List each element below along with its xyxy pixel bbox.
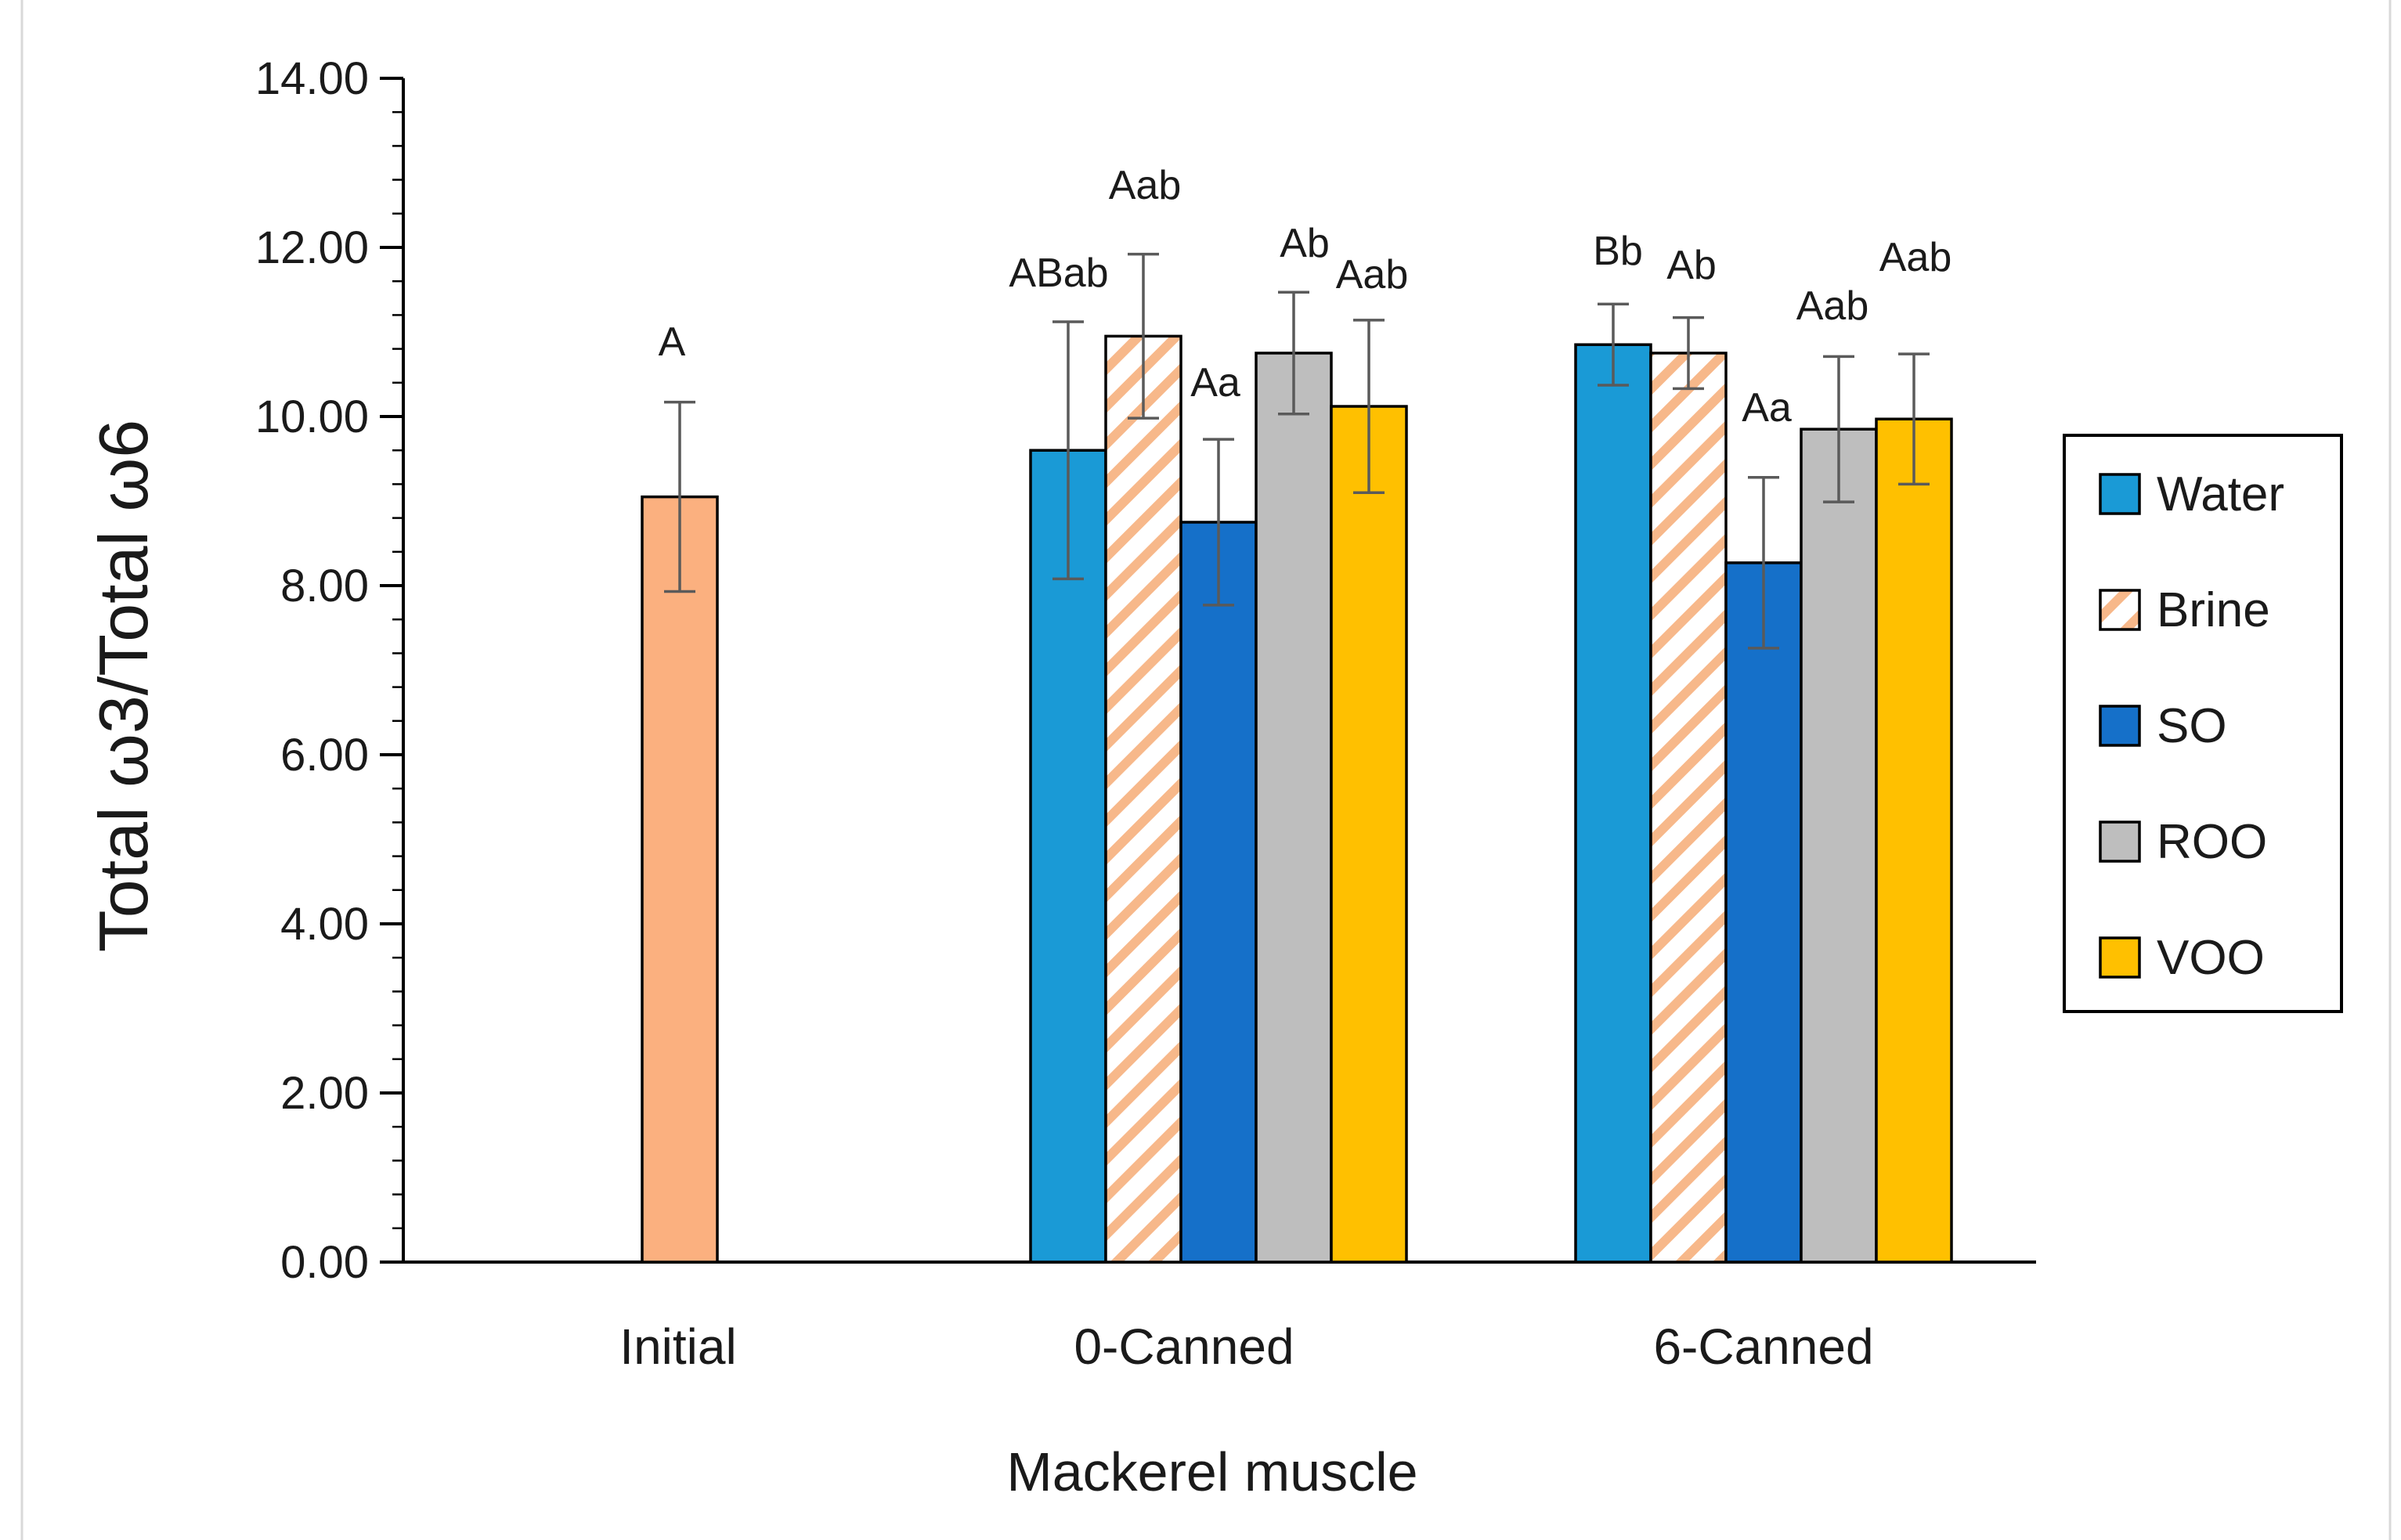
legend-label-water: Water	[2157, 467, 2284, 521]
significance-label: Aab	[1796, 283, 1869, 329]
y-tick-label: 0.00	[280, 1237, 369, 1288]
legend-swatch-voo	[2099, 936, 2141, 979]
bar-0-canned-so	[1179, 521, 1258, 1264]
significance-label: Ab	[1280, 221, 1330, 266]
bar-6-canned-so	[1724, 561, 1803, 1264]
x-axis-title: Mackerel muscle	[1006, 1441, 1417, 1502]
significance-label: Aab	[1879, 235, 1952, 280]
significance-label: ABab	[1009, 251, 1108, 296]
legend-swatch-so	[2099, 705, 2141, 747]
significance-label: Aab	[1109, 163, 1182, 208]
x-tick-label: 6-Canned	[1653, 1318, 1873, 1375]
significance-label: Aab	[1336, 252, 1409, 298]
legend-swatch-roo	[2099, 820, 2141, 863]
y-tick-label: 12.00	[255, 222, 369, 273]
bar-0-canned-brine	[1104, 334, 1182, 1264]
y-tick-label: 6.00	[280, 730, 369, 781]
bar-6-canned-voo	[1875, 417, 1953, 1264]
bar-6-canned-water	[1574, 343, 1652, 1264]
bar-0-canned-voo	[1330, 405, 1408, 1264]
legend-swatch-brine	[2099, 589, 2141, 631]
significance-label: Ab	[1666, 243, 1717, 288]
bar-0-canned-roo	[1255, 352, 1333, 1264]
legend-label-brine: Brine	[2157, 583, 2270, 637]
significance-label: Aa	[1190, 360, 1240, 406]
y-tick-label: 8.00	[280, 561, 369, 611]
y-tick-label: 2.00	[280, 1068, 369, 1119]
bar-0-canned-water	[1029, 449, 1107, 1264]
x-tick-label: Initial	[619, 1318, 736, 1375]
legend-label-so: SO	[2157, 699, 2227, 753]
y-tick-label: 10.00	[255, 391, 369, 442]
y-axis-title: Total ω3/Total ω6	[85, 420, 162, 952]
significance-label: A	[659, 319, 686, 365]
legend-label-roo: ROO	[2157, 815, 2267, 869]
legend-label-voo: VOO	[2157, 931, 2265, 985]
bar-6-canned-brine	[1649, 352, 1728, 1264]
x-tick-label: 0-Canned	[1074, 1318, 1294, 1375]
significance-label: Aa	[1742, 385, 1792, 431]
y-tick-label: 4.00	[280, 899, 369, 950]
y-tick-label: 14.00	[255, 53, 369, 104]
legend-swatch-water	[2099, 473, 2141, 515]
significance-label: Bb	[1593, 229, 1643, 274]
bar-initial-initial	[641, 495, 719, 1264]
bar-6-canned-roo	[1800, 427, 1878, 1264]
